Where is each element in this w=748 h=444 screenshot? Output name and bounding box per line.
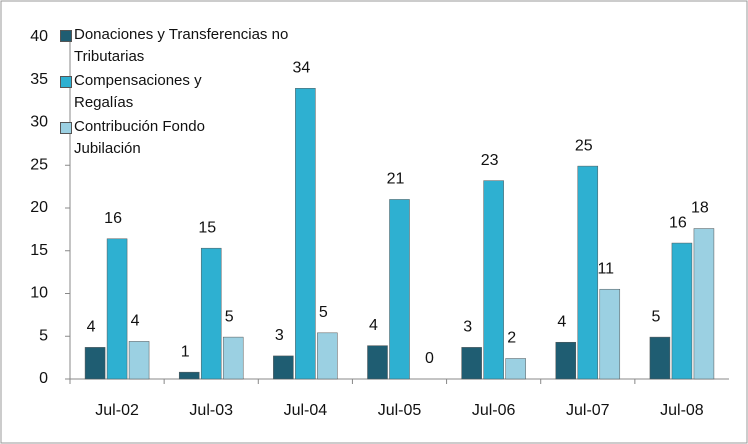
- bar: [693, 228, 715, 380]
- data-label: 1: [181, 343, 190, 360]
- data-label: 3: [463, 319, 472, 336]
- bar: [295, 88, 316, 380]
- legend: Donaciones y Transferencias no Tributari…: [60, 24, 360, 162]
- data-label: 11: [597, 260, 614, 277]
- data-label: 23: [481, 152, 499, 169]
- legend-label: Compensaciones y Regalías: [74, 72, 202, 111]
- data-label: 0: [425, 350, 434, 367]
- data-label: 5: [651, 308, 660, 325]
- bar: [461, 347, 482, 380]
- bar: [178, 371, 200, 380]
- legend-label: Contribución Fondo Jubilación: [74, 118, 205, 157]
- legend-swatch: [60, 30, 72, 42]
- x-tick-label: Jul-04: [284, 402, 328, 419]
- data-label: 18: [691, 200, 709, 217]
- data-label: 4: [369, 317, 378, 334]
- bar: [317, 332, 338, 380]
- bar: [599, 288, 621, 380]
- bar: [367, 345, 388, 380]
- y-tick-label: 5: [39, 327, 48, 344]
- data-label: 34: [292, 60, 310, 77]
- x-tick-label: Jul-06: [472, 402, 516, 419]
- data-label: 16: [669, 214, 687, 231]
- data-label: 15: [198, 219, 216, 236]
- data-label: 25: [575, 137, 593, 154]
- bar: [505, 358, 526, 380]
- bar: [200, 247, 222, 380]
- bar: [273, 355, 294, 380]
- y-tick-label: 15: [30, 242, 48, 259]
- bar: [671, 242, 693, 380]
- bar: [222, 336, 244, 380]
- x-tick-label: Jul-07: [566, 402, 610, 419]
- x-tick-label: Jul-05: [378, 402, 422, 419]
- data-label: 5: [319, 304, 328, 321]
- bar: [577, 165, 599, 380]
- x-tick-label: Jul-08: [660, 402, 704, 419]
- legend-item: Donaciones y Transferencias no Tributari…: [60, 24, 360, 68]
- data-label: 2: [507, 330, 516, 347]
- data-label: 21: [387, 171, 405, 188]
- data-label: 4: [557, 313, 566, 330]
- legend-swatch: [60, 122, 72, 134]
- bar: [649, 336, 671, 380]
- bar: [483, 180, 504, 380]
- bar: [84, 347, 106, 380]
- y-tick-label: 25: [30, 156, 48, 173]
- bar: [555, 341, 577, 380]
- y-tick-label: 40: [30, 28, 48, 45]
- x-tick-label: Jul-02: [95, 402, 139, 419]
- data-label: 5: [225, 308, 234, 325]
- y-tick-label: 35: [30, 71, 48, 88]
- bar: [106, 238, 128, 380]
- legend-swatch: [60, 76, 72, 88]
- x-tick-label: Jul-03: [189, 402, 233, 419]
- bar: [389, 199, 410, 380]
- bar: [128, 341, 150, 380]
- y-tick-label: 20: [30, 199, 48, 216]
- legend-label: Donaciones y Transferencias no Tributari…: [74, 26, 289, 65]
- data-label: 3: [275, 327, 284, 344]
- data-label: 4: [87, 319, 96, 336]
- data-label: 4: [131, 313, 140, 330]
- legend-item: Compensaciones y Regalías: [60, 70, 360, 114]
- legend-item: Contribución Fondo Jubilación: [60, 116, 360, 160]
- data-label: 16: [104, 210, 122, 227]
- y-tick-label: 0: [39, 370, 48, 387]
- y-tick-label: 30: [30, 114, 48, 131]
- y-tick-label: 10: [30, 285, 48, 302]
